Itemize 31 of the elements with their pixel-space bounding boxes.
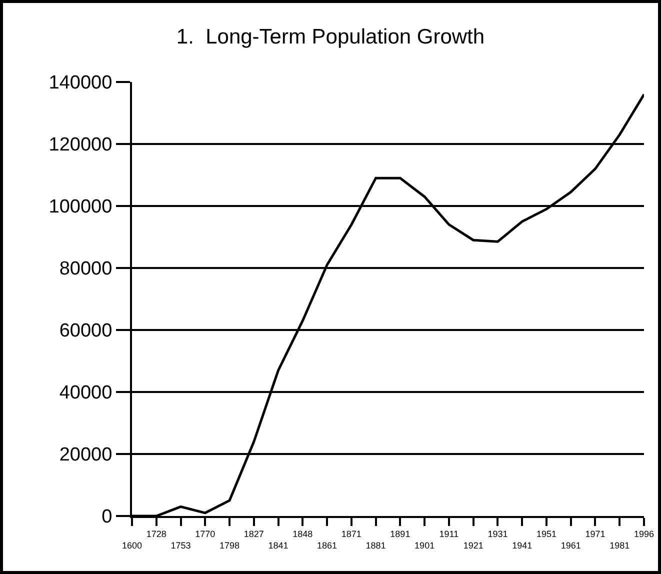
x-tick-label: 1861 bbox=[317, 540, 338, 550]
x-tick-label: 1881 bbox=[366, 540, 386, 550]
y-tick-label: 0 bbox=[102, 506, 112, 528]
x-tick-label: 1921 bbox=[463, 540, 484, 550]
x-tick-label: 1901 bbox=[414, 540, 435, 550]
y-tick-label: 140000 bbox=[48, 72, 112, 94]
x-tick-label: 1996 bbox=[634, 528, 654, 539]
x-tick-label: 1951 bbox=[536, 528, 556, 539]
y-tick-label: 80000 bbox=[59, 258, 112, 280]
chart-title: 1. Long-Term Population Growth bbox=[176, 25, 485, 48]
x-tick-label: 1941 bbox=[512, 540, 532, 550]
y-tick-label: 20000 bbox=[59, 444, 112, 466]
x-tick-label: 1753 bbox=[170, 540, 191, 550]
x-tick-label: 1981 bbox=[610, 540, 630, 550]
x-tick-label: 1848 bbox=[292, 528, 313, 539]
y-tick-label: 60000 bbox=[59, 320, 112, 342]
y-tick-label: 120000 bbox=[48, 134, 112, 156]
x-tick-label: 1841 bbox=[268, 540, 288, 550]
x-tick-label: 1600 bbox=[122, 540, 142, 550]
x-tick-label: 1770 bbox=[195, 528, 216, 539]
x-tick-label: 1911 bbox=[439, 528, 459, 539]
x-tick-label: 1891 bbox=[390, 528, 410, 539]
x-tick-label: 1728 bbox=[146, 528, 166, 539]
x-tick-label: 1961 bbox=[560, 540, 581, 550]
x-tick-label: 1971 bbox=[585, 528, 606, 539]
y-tick-label: 100000 bbox=[48, 196, 112, 218]
x-tick-label: 1827 bbox=[244, 528, 264, 539]
x-tick-label: 1798 bbox=[220, 540, 240, 550]
y-tick-label: 40000 bbox=[59, 382, 112, 404]
x-tick-label: 1871 bbox=[341, 528, 362, 539]
x-tick-label: 1931 bbox=[488, 528, 508, 539]
